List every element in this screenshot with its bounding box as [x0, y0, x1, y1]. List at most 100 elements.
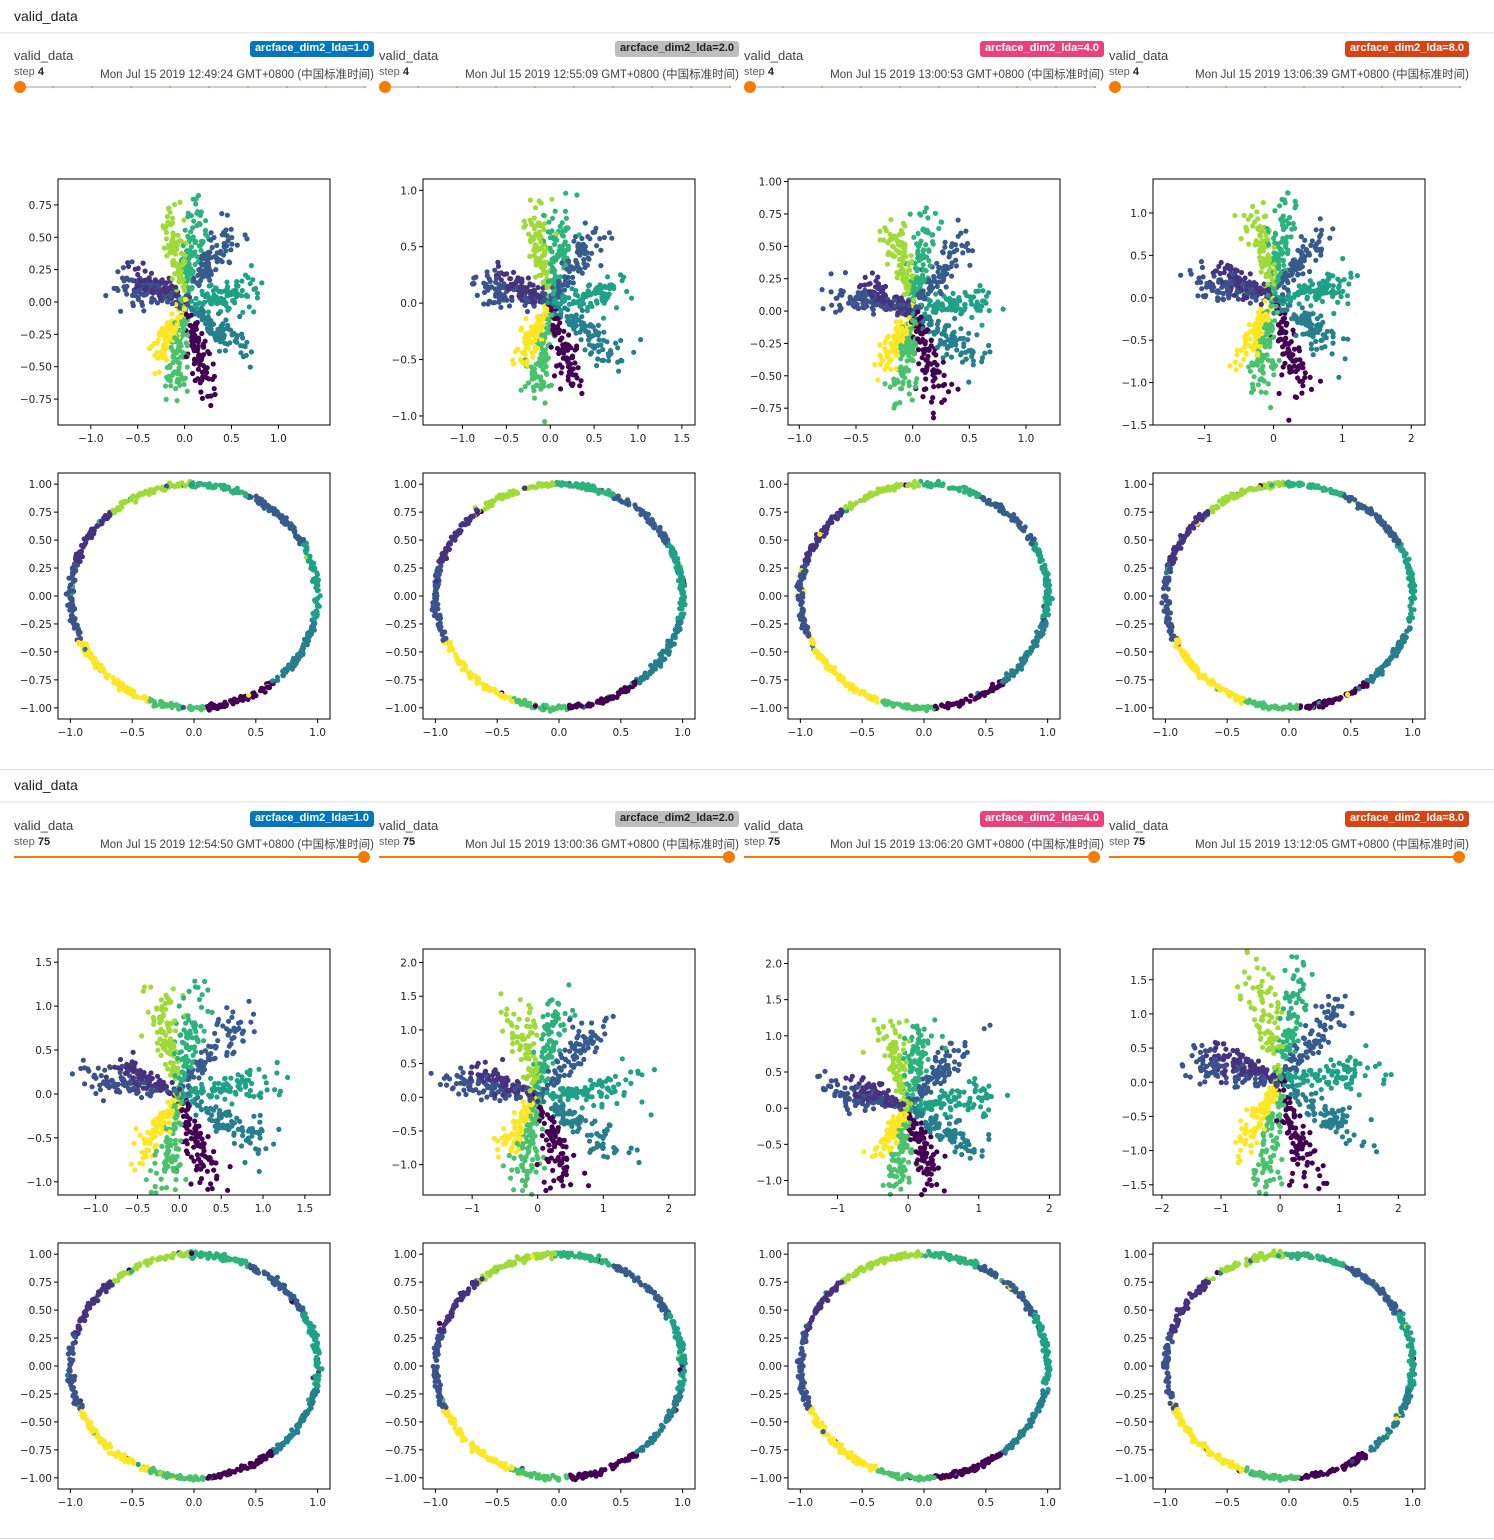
- data-point: [519, 359, 525, 365]
- data-point: [577, 252, 583, 258]
- data-point: [509, 297, 515, 303]
- data-point: [170, 331, 176, 337]
- data-point: [984, 500, 990, 506]
- data-point: [177, 360, 183, 366]
- slider-svg: [14, 81, 366, 93]
- data-point: [195, 366, 201, 372]
- data-point: [251, 309, 257, 315]
- data-point: [170, 220, 176, 226]
- data-point: [67, 596, 73, 602]
- data-point: [510, 357, 516, 363]
- data-point: [202, 227, 209, 233]
- data-point: [579, 235, 585, 242]
- data-point: [594, 363, 600, 369]
- data-point: [240, 343, 246, 349]
- data-point: [575, 365, 581, 371]
- data-point: [314, 570, 320, 576]
- card-tag-title: valid_data: [14, 48, 74, 63]
- data-point: [522, 295, 528, 302]
- data-point: [234, 242, 240, 248]
- data-point: [313, 580, 319, 586]
- data-point: [575, 702, 581, 708]
- data-point: [199, 262, 205, 268]
- step-slider[interactable]: [14, 80, 374, 94]
- data-point: [815, 650, 821, 656]
- data-point: [594, 243, 600, 249]
- data-point: [445, 545, 451, 551]
- data-point: [185, 233, 191, 239]
- data-point: [167, 378, 173, 384]
- data-point: [164, 357, 170, 363]
- data-point: [226, 485, 232, 491]
- data-point: [570, 381, 576, 387]
- data-point: [193, 238, 199, 245]
- data-point: [559, 480, 565, 486]
- data-point: [111, 510, 118, 516]
- x-tick-label: 0.0: [186, 727, 203, 739]
- data-point: [531, 215, 537, 221]
- y-tick-label: −0.50: [20, 647, 52, 659]
- data-point: [498, 277, 504, 283]
- data-point: [809, 636, 815, 643]
- data-point: [104, 675, 110, 681]
- data-point: [120, 265, 126, 271]
- data-point: [556, 294, 562, 300]
- data-point: [446, 643, 452, 649]
- data-point: [185, 313, 191, 319]
- data-point: [197, 353, 203, 359]
- data-point: [894, 701, 900, 707]
- data-point: [66, 575, 72, 581]
- data-point: [596, 337, 602, 343]
- data-point: [535, 345, 541, 351]
- data-point: [561, 328, 567, 334]
- data-point: [155, 288, 162, 294]
- data-point: [600, 700, 606, 706]
- slider-knob: [379, 81, 391, 93]
- data-point: [121, 500, 128, 506]
- data-point: [605, 358, 612, 364]
- data-point: [204, 370, 210, 376]
- data-point: [201, 299, 208, 305]
- data-point: [135, 288, 141, 294]
- data-point: [531, 287, 537, 293]
- data-point: [68, 582, 74, 588]
- data-point: [561, 298, 568, 304]
- data-point: [150, 290, 156, 296]
- data-point: [532, 370, 538, 377]
- data-point: [162, 487, 168, 493]
- data-point: [574, 192, 580, 198]
- data-point: [169, 301, 175, 307]
- data-point: [668, 548, 674, 554]
- data-point: [456, 530, 462, 536]
- data-point: [432, 589, 438, 595]
- data-point: [228, 247, 234, 253]
- data-point: [238, 350, 244, 356]
- y-tick-label: 0.5: [400, 242, 417, 254]
- data-point: [519, 285, 525, 291]
- data-point: [982, 692, 988, 699]
- data-point: [230, 288, 236, 294]
- data-point: [160, 223, 166, 229]
- data-point: [223, 317, 229, 323]
- data-point: [80, 642, 86, 648]
- data-point: [432, 602, 438, 608]
- data-point: [127, 686, 133, 693]
- data-point: [800, 606, 806, 612]
- data-point: [573, 257, 579, 263]
- data-point: [497, 290, 503, 297]
- data-point: [643, 510, 649, 517]
- step-slider[interactable]: [379, 80, 739, 94]
- data-point: [565, 377, 571, 383]
- data-point: [200, 482, 206, 488]
- data-point: [83, 540, 89, 546]
- section-title: valid_data: [14, 777, 78, 793]
- data-point: [580, 320, 587, 326]
- data-point: [199, 330, 205, 337]
- data-point: [184, 364, 190, 370]
- data-point: [662, 540, 668, 546]
- data-point: [1024, 649, 1030, 655]
- data-point: [205, 309, 211, 315]
- data-point: [559, 244, 565, 250]
- data-point: [498, 304, 504, 310]
- y-tick-label: 1.0: [400, 185, 417, 197]
